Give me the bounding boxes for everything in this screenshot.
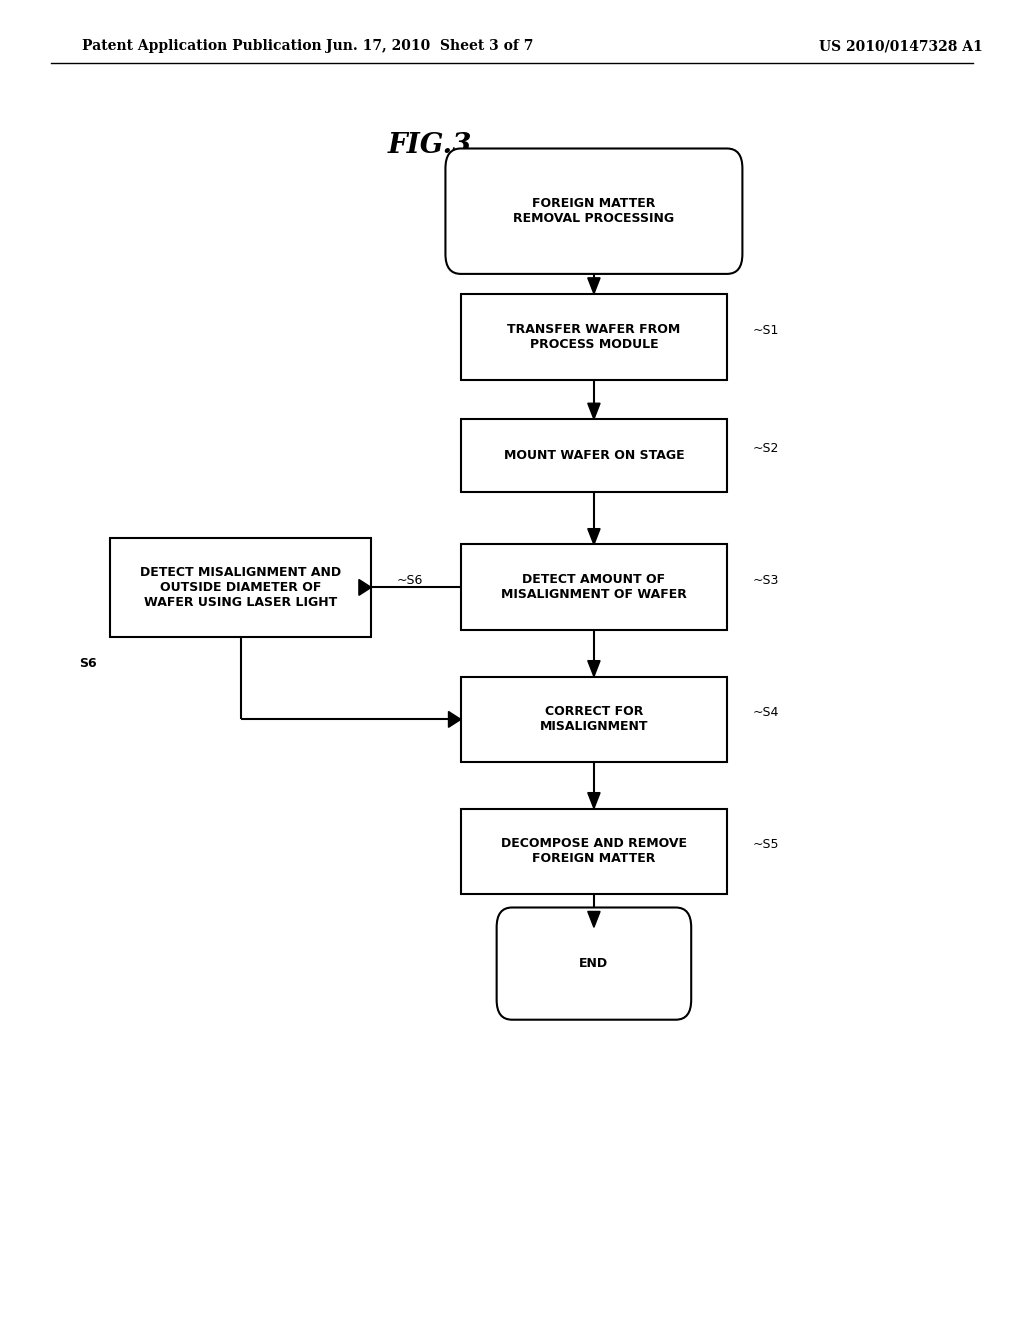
Bar <box>110 537 371 636</box>
Text: S6: S6 <box>79 657 97 669</box>
Polygon shape <box>588 279 600 294</box>
Bar <box>461 677 727 763</box>
FancyBboxPatch shape <box>497 908 691 1019</box>
Text: Jun. 17, 2010  Sheet 3 of 7: Jun. 17, 2010 Sheet 3 of 7 <box>327 40 534 53</box>
Polygon shape <box>588 404 600 420</box>
Text: FIG.3: FIG.3 <box>388 132 472 158</box>
Bar <box>461 544 727 630</box>
Text: FOREIGN MATTER
REMOVAL PROCESSING: FOREIGN MATTER REMOVAL PROCESSING <box>513 197 675 226</box>
Text: DETECT MISALIGNMENT AND
OUTSIDE DIAMETER OF
WAFER USING LASER LIGHT: DETECT MISALIGNMENT AND OUTSIDE DIAMETER… <box>140 566 341 609</box>
Text: MOUNT WAFER ON STAGE: MOUNT WAFER ON STAGE <box>504 449 684 462</box>
Text: TRANSFER WAFER FROM
PROCESS MODULE: TRANSFER WAFER FROM PROCESS MODULE <box>507 322 681 351</box>
Polygon shape <box>588 660 600 676</box>
Text: ~S3: ~S3 <box>753 574 779 587</box>
Polygon shape <box>588 792 600 808</box>
Text: CORRECT FOR
MISALIGNMENT: CORRECT FOR MISALIGNMENT <box>540 705 648 734</box>
Polygon shape <box>588 911 600 927</box>
Text: DETECT AMOUNT OF
MISALIGNMENT OF WAFER: DETECT AMOUNT OF MISALIGNMENT OF WAFER <box>501 573 687 602</box>
Text: ~S1: ~S1 <box>753 323 779 337</box>
Text: ~S4: ~S4 <box>753 706 779 719</box>
FancyBboxPatch shape <box>445 149 742 275</box>
Polygon shape <box>588 528 600 544</box>
Bar <box>461 418 727 491</box>
Text: US 2010/0147328 A1: US 2010/0147328 A1 <box>819 40 983 53</box>
Bar <box>461 808 727 895</box>
Text: ~S6: ~S6 <box>397 574 423 587</box>
Polygon shape <box>449 711 461 727</box>
Text: ~S2: ~S2 <box>753 442 779 455</box>
Text: Patent Application Publication: Patent Application Publication <box>82 40 322 53</box>
Text: ~S5: ~S5 <box>753 838 779 851</box>
Polygon shape <box>358 579 371 595</box>
Bar <box>461 293 727 380</box>
Text: END: END <box>580 957 608 970</box>
Text: DECOMPOSE AND REMOVE
FOREIGN MATTER: DECOMPOSE AND REMOVE FOREIGN MATTER <box>501 837 687 866</box>
